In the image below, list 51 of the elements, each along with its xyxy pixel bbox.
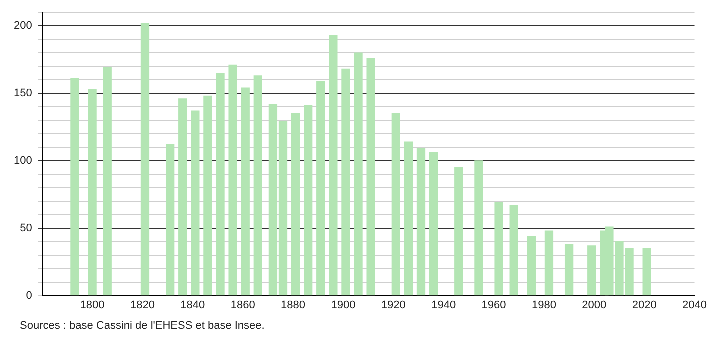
- bar: [204, 96, 212, 296]
- x-tick-label: 1920: [381, 299, 406, 312]
- bar: [564, 244, 574, 296]
- x-tick-label: 2000: [582, 299, 607, 312]
- x-tick-label: 2020: [632, 299, 657, 312]
- bar: [474, 160, 484, 296]
- bar: [228, 64, 238, 296]
- x-tick-label: 1840: [180, 299, 206, 312]
- bar: [191, 110, 200, 296]
- bar: [354, 52, 363, 296]
- bar: [254, 76, 262, 296]
- x-tick-label: 1880: [281, 299, 306, 312]
- y-tick-label: 100: [14, 154, 32, 167]
- x-tick-label: 1800: [80, 299, 105, 312]
- bar: [454, 167, 464, 296]
- x-tick-label: 1860: [230, 299, 256, 312]
- x-tick-label: 2040: [682, 299, 708, 312]
- bar: [404, 142, 414, 296]
- bar: [366, 58, 376, 296]
- bar: [216, 72, 225, 296]
- bar: [329, 35, 338, 296]
- bar: [241, 88, 250, 296]
- bar: [178, 98, 188, 296]
- bar: [527, 236, 536, 296]
- bar: [291, 113, 300, 296]
- x-tick-label: 1980: [532, 299, 556, 312]
- bar: [544, 230, 554, 296]
- bar: [416, 148, 426, 296]
- bar: [103, 68, 112, 296]
- y-tick-label: 150: [14, 88, 32, 100]
- bar: [342, 68, 350, 296]
- bar: [510, 205, 518, 296]
- bar: [316, 81, 326, 296]
- bar: [166, 144, 175, 296]
- y-tick-label: 0: [26, 290, 32, 302]
- bar: [88, 89, 97, 296]
- bar: [140, 23, 150, 296]
- bar: [304, 105, 313, 296]
- x-tick-label: 1820: [130, 299, 155, 312]
- bar: [494, 202, 504, 296]
- bar: [642, 248, 652, 296]
- bar: [70, 78, 80, 296]
- y-tick-label: 200: [14, 20, 32, 32]
- x-tick-label: 1940: [432, 299, 456, 312]
- source-note: Sources : base Cassini de l'EHESS et base Insee.: [20, 320, 265, 332]
- x-tick-label: 1960: [482, 299, 506, 312]
- x-tick-label: 1900: [331, 299, 356, 312]
- bar: [429, 152, 438, 296]
- bar: [392, 113, 400, 296]
- y-tick-label: 50: [20, 222, 32, 234]
- bar: [588, 246, 596, 296]
